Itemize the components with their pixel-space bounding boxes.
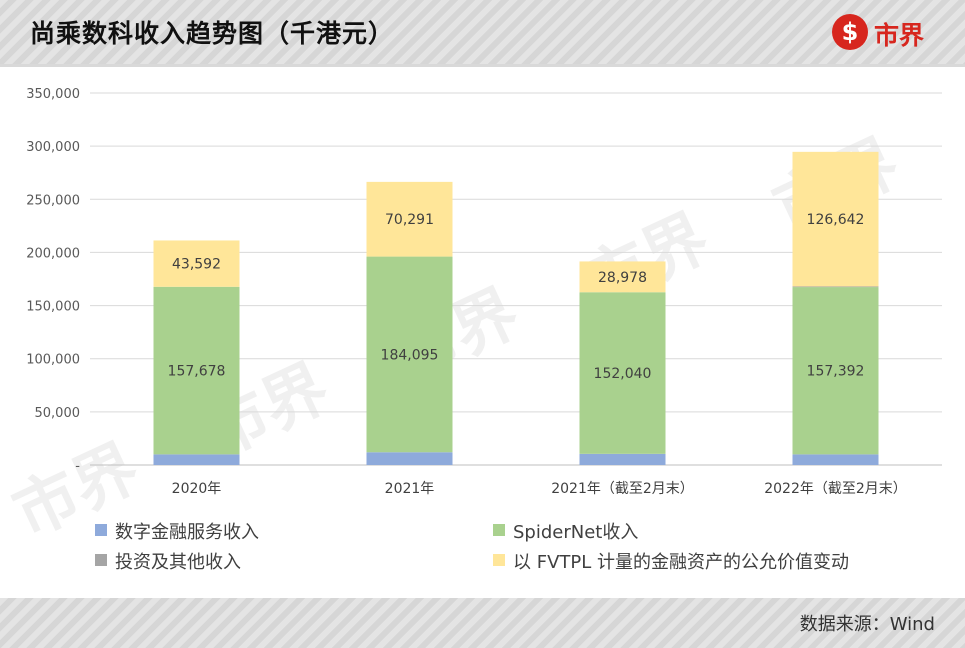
logo-mark-icon: $ [832, 14, 868, 50]
x-tick-label: 2020年 [172, 481, 222, 497]
bar-segment [580, 454, 666, 465]
x-tick-label: 2021年 [385, 481, 435, 497]
x-tick-label: 2021年（截至2月末） [551, 481, 694, 497]
legend-label: 以 FVTPL 计量的金融资产的公允价值变动 [513, 548, 849, 574]
data-label: 157,678 [168, 364, 226, 380]
legend-swatch [95, 554, 107, 566]
bar-segment [793, 454, 879, 465]
bar-segment [154, 454, 240, 465]
legend-swatch [95, 524, 107, 536]
data-source: 数据来源：Wind [800, 610, 935, 636]
y-tick-label: - [75, 459, 80, 474]
bar-segment [793, 286, 879, 287]
data-label: 70,291 [385, 212, 434, 228]
y-tick-label: 200,000 [26, 246, 80, 261]
data-label: 152,040 [594, 366, 652, 382]
y-tick-label: 300,000 [26, 140, 80, 155]
logo-text: 市界 [874, 16, 924, 52]
y-tick-label: 250,000 [26, 193, 80, 208]
page-title: 尚乘数科收入趋势图（千港元） [30, 14, 394, 50]
brand-logo: $ 市界 [832, 14, 942, 52]
legend-swatch [493, 554, 505, 566]
bar-segment [367, 452, 453, 465]
y-tick-label: 350,000 [26, 87, 80, 102]
legend-label: 投资及其他收入 [115, 548, 241, 574]
data-label: 126,642 [807, 212, 865, 228]
y-tick-label: 50,000 [35, 406, 81, 421]
data-label: 28,978 [598, 270, 647, 286]
footer-bar: 数据来源：Wind [0, 598, 965, 648]
data-label: 184,095 [381, 347, 439, 363]
data-label: 157,392 [807, 364, 865, 380]
header-bar: 尚乘数科收入趋势图（千港元） $ 市界 [0, 0, 965, 64]
data-label: 43,592 [172, 257, 221, 273]
legend-label: 数字金融服务收入 [115, 518, 259, 544]
y-tick-label: 150,000 [26, 300, 80, 315]
legend-swatch [493, 524, 505, 536]
x-tick-label: 2022年（截至2月末） [764, 481, 907, 497]
legend-label: SpiderNet收入 [513, 518, 638, 544]
y-tick-label: 100,000 [26, 353, 80, 368]
